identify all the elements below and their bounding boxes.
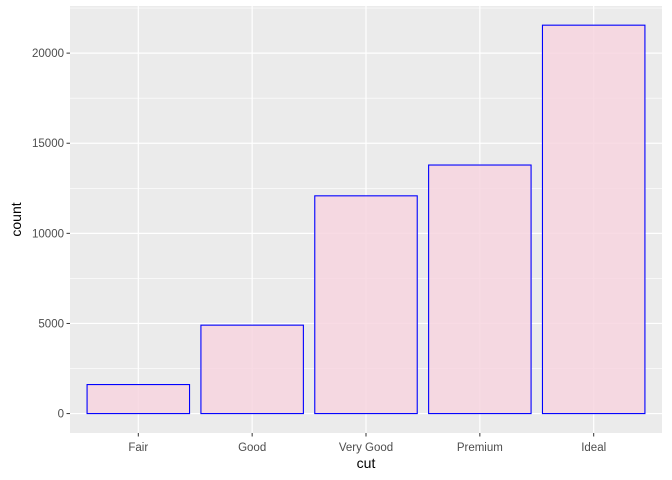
x-axis-ticks: Fair Good Very Good Premium Ideal bbox=[128, 433, 606, 454]
x-tick-label: Ideal bbox=[581, 442, 606, 454]
bar-very-good bbox=[314, 195, 418, 415]
y-tick-label: 0 bbox=[58, 409, 64, 421]
y-axis-title: count bbox=[8, 202, 24, 236]
y-tick-label: 15000 bbox=[32, 138, 64, 150]
bars bbox=[86, 24, 646, 415]
bar-fair bbox=[86, 384, 191, 415]
bar-ideal bbox=[541, 24, 646, 415]
x-tick-label: Premium bbox=[457, 442, 503, 454]
x-axis-title: cut bbox=[357, 455, 376, 471]
x-tick-label: Fair bbox=[128, 442, 148, 454]
x-tick-label: Good bbox=[238, 442, 266, 454]
y-tick-label: 5000 bbox=[38, 318, 64, 330]
y-tick-label: 20000 bbox=[32, 48, 64, 60]
bar-premium bbox=[428, 164, 532, 415]
y-axis-ticks: 0 5000 10000 15000 20000 bbox=[32, 48, 70, 421]
bar-good bbox=[200, 324, 304, 415]
x-tick-label: Very Good bbox=[339, 442, 393, 454]
y-tick-label: 10000 bbox=[32, 228, 64, 240]
